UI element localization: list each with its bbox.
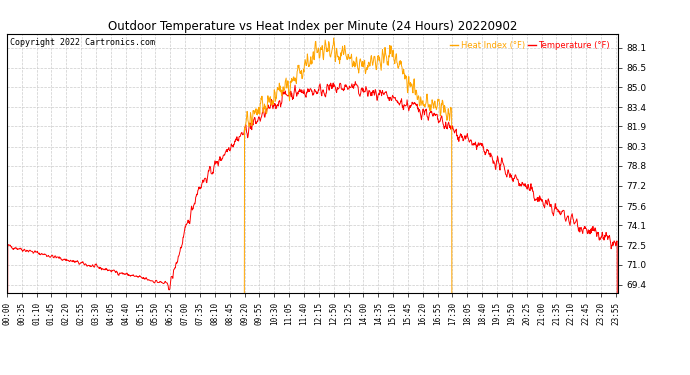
Text: Copyright 2022 Cartronics.com: Copyright 2022 Cartronics.com [10,38,155,46]
Title: Outdoor Temperature vs Heat Index per Minute (24 Hours) 20220902: Outdoor Temperature vs Heat Index per Mi… [108,20,517,33]
Legend: Heat Index (°F), Temperature (°F): Heat Index (°F), Temperature (°F) [447,38,613,54]
